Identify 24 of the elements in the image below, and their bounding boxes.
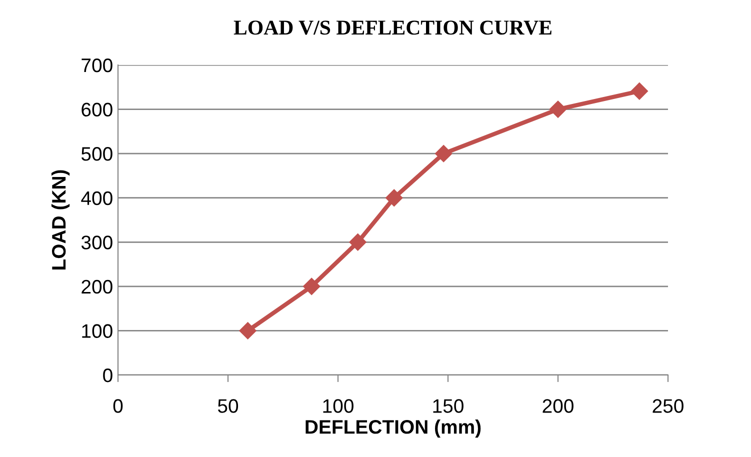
y-tick-label: 600: [82, 102, 112, 117]
chart-title: LOAD V/S DEFLECTION CURVE: [234, 20, 552, 35]
x-tick-label: 50: [218, 399, 238, 413]
y-tick-label: 200: [82, 280, 112, 294]
x-tick-label: 200: [542, 399, 574, 413]
x-tick-label: 150: [433, 399, 464, 413]
x-tick-label: 100: [323, 399, 354, 413]
point: [386, 189, 403, 206]
point: [349, 234, 366, 251]
y-tick-label: 0: [103, 368, 112, 382]
y-tick-label: 700: [82, 58, 112, 72]
point: [630, 82, 648, 100]
x-axis-title: DEFLECTION (mm): [306, 420, 481, 438]
x-tick-label: 250: [652, 399, 684, 413]
y-axis-title: LOAD (KN): [51, 170, 70, 270]
point: [239, 322, 256, 340]
y-tick-label: 400: [81, 191, 112, 206]
y-tick-label: 100: [82, 324, 112, 338]
y-tick-label: 300: [81, 236, 112, 250]
point: [549, 100, 567, 118]
point: [303, 278, 320, 295]
y-tick-label: 500: [81, 147, 112, 161]
point: [435, 145, 452, 162]
x-tick-label: 0: [113, 399, 123, 413]
